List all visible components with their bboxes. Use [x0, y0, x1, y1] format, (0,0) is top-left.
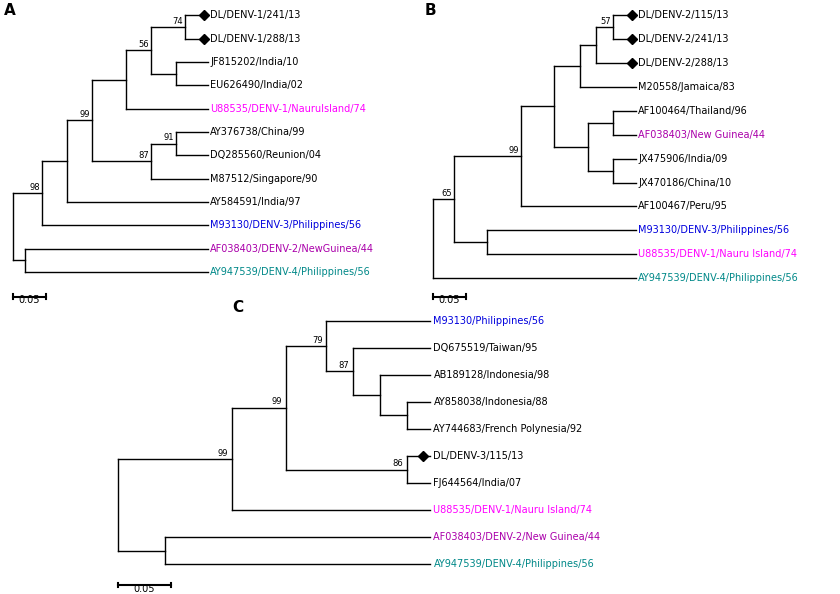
- Text: C: C: [232, 300, 243, 315]
- Text: M93130/DENV-3/Philippines/56: M93130/DENV-3/Philippines/56: [210, 220, 361, 230]
- Text: U88535/DENV-1/Nauru Island/74: U88535/DENV-1/Nauru Island/74: [638, 249, 797, 259]
- Text: 98: 98: [29, 182, 40, 192]
- Text: 65: 65: [441, 189, 452, 198]
- Text: 99: 99: [272, 397, 282, 406]
- Text: AF038403/New Guinea/44: AF038403/New Guinea/44: [638, 129, 765, 140]
- Text: DL/DENV-2/288/13: DL/DENV-2/288/13: [638, 58, 729, 68]
- Text: AF100464/Thailand/96: AF100464/Thailand/96: [638, 106, 748, 116]
- Text: M93130/DENV-3/Philippines/56: M93130/DENV-3/Philippines/56: [638, 225, 790, 235]
- Text: AY947539/DENV-4/Philippines/56: AY947539/DENV-4/Philippines/56: [638, 273, 799, 283]
- Text: B: B: [424, 3, 436, 18]
- Text: AY858038/Indonesia/88: AY858038/Indonesia/88: [433, 397, 548, 407]
- Text: EU626490/India/02: EU626490/India/02: [210, 80, 303, 90]
- Text: U88535/DENV-1/NauruIsland/74: U88535/DENV-1/NauruIsland/74: [210, 104, 366, 113]
- Text: DL/DENV-1/288/13: DL/DENV-1/288/13: [210, 34, 301, 44]
- Text: 87: 87: [139, 150, 150, 160]
- Text: JX470186/China/10: JX470186/China/10: [638, 178, 732, 188]
- Text: AF038403/DENV-2/NewGuinea/44: AF038403/DENV-2/NewGuinea/44: [210, 244, 374, 254]
- Text: M93130/Philippines/56: M93130/Philippines/56: [433, 316, 544, 326]
- Text: DL/DENV-1/241/13: DL/DENV-1/241/13: [210, 11, 301, 20]
- Text: AB189128/Indonesia/98: AB189128/Indonesia/98: [433, 370, 549, 380]
- Text: AY376738/China/99: AY376738/China/99: [210, 127, 306, 137]
- Text: 86: 86: [392, 459, 403, 468]
- Text: 87: 87: [339, 361, 349, 370]
- Text: 79: 79: [312, 336, 323, 345]
- Text: 0.05: 0.05: [134, 584, 155, 593]
- Text: JX475906/India/09: JX475906/India/09: [638, 154, 727, 164]
- Text: 56: 56: [139, 40, 150, 49]
- Text: M20558/Jamaica/83: M20558/Jamaica/83: [638, 82, 735, 92]
- Text: 99: 99: [218, 448, 228, 457]
- Text: M87512/Singapore/90: M87512/Singapore/90: [210, 173, 318, 184]
- Text: AY947539/DENV-4/Philippines/56: AY947539/DENV-4/Philippines/56: [210, 267, 370, 277]
- Text: AF100467/Peru/95: AF100467/Peru/95: [638, 201, 728, 211]
- Text: AY744683/French Polynesia/92: AY744683/French Polynesia/92: [433, 424, 583, 434]
- Text: A: A: [4, 3, 16, 18]
- Text: DQ675519/Taiwan/95: DQ675519/Taiwan/95: [433, 343, 538, 353]
- Text: DL/DENV-3/115/13: DL/DENV-3/115/13: [433, 451, 524, 461]
- Text: AY947539/DENV-4/Philippines/56: AY947539/DENV-4/Philippines/56: [433, 560, 594, 569]
- Text: 0.05: 0.05: [438, 295, 460, 305]
- Text: 99: 99: [508, 146, 519, 155]
- Text: 99: 99: [80, 110, 91, 119]
- Text: 57: 57: [601, 17, 612, 26]
- Text: DL/DENV-2/241/13: DL/DENV-2/241/13: [638, 34, 729, 45]
- Text: 74: 74: [172, 17, 183, 26]
- Text: 0.05: 0.05: [18, 295, 40, 305]
- Text: DQ285560/Reunion/04: DQ285560/Reunion/04: [210, 150, 321, 160]
- Text: AY584591/India/97: AY584591/India/97: [210, 197, 302, 207]
- Text: U88535/DENV-1/Nauru Island/74: U88535/DENV-1/Nauru Island/74: [433, 505, 592, 515]
- Text: FJ644564/India/07: FJ644564/India/07: [433, 478, 522, 488]
- Text: DL/DENV-2/115/13: DL/DENV-2/115/13: [638, 11, 729, 20]
- Text: AF038403/DENV-2/New Guinea/44: AF038403/DENV-2/New Guinea/44: [433, 532, 601, 542]
- Text: JF815202/India/10: JF815202/India/10: [210, 57, 298, 67]
- Text: 91: 91: [164, 133, 175, 142]
